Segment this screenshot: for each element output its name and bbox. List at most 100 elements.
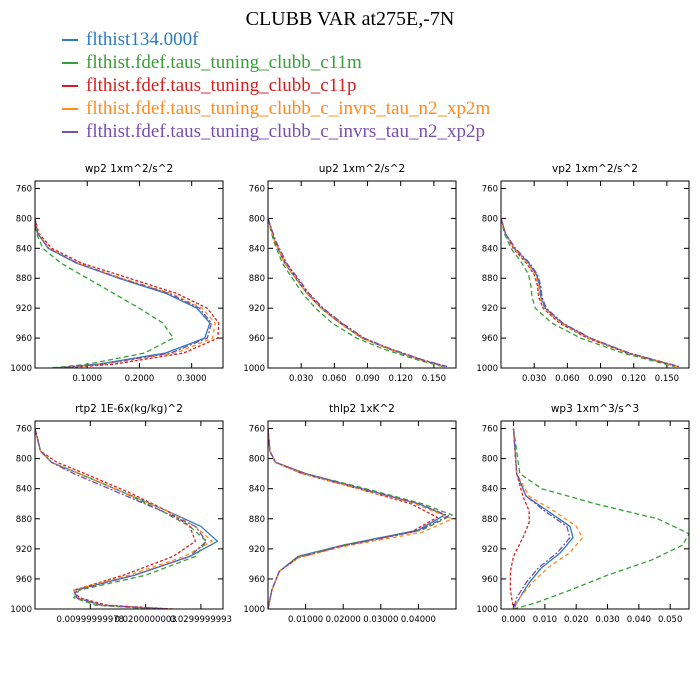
y-tick-label: 800 bbox=[16, 455, 32, 465]
series-line-5 bbox=[35, 428, 208, 609]
subplot-title: rtp2 1E-6x(kg/kg)^2 bbox=[75, 403, 183, 415]
subplot-title: wp2 1xm^2/s^2 bbox=[85, 163, 173, 175]
y-tick-label: 840 bbox=[16, 485, 32, 495]
y-tick-label: 840 bbox=[249, 485, 265, 495]
y-tick-label: 920 bbox=[249, 304, 265, 314]
y-tick-label: 920 bbox=[482, 545, 498, 555]
series-line-1 bbox=[501, 218, 679, 368]
x-tick-label: 0.0299999993 bbox=[170, 615, 232, 625]
x-tick-label: 0.01000 bbox=[288, 615, 323, 625]
y-tick-label: 1000 bbox=[476, 605, 498, 615]
subplot-5: thlp2 1xK^2 760 800 840 880 920 960 1000 0.01000… bbox=[243, 403, 457, 625]
series-line-5 bbox=[512, 428, 571, 609]
y-tick-label: 1000 bbox=[10, 605, 32, 615]
y-tick-label: 760 bbox=[482, 425, 498, 435]
series-line-3 bbox=[501, 218, 677, 368]
legend-swatch bbox=[62, 84, 78, 87]
y-tick-label: 960 bbox=[482, 575, 498, 585]
series-line-4 bbox=[501, 218, 679, 368]
y-tick-label: 880 bbox=[482, 515, 498, 525]
y-tick-label: 760 bbox=[16, 184, 32, 194]
y-tick-label: 800 bbox=[482, 455, 498, 465]
subplot-title: up2 1xm^2/s^2 bbox=[319, 163, 405, 175]
series-line-2 bbox=[35, 218, 175, 368]
x-tick-label: 0.02000 bbox=[326, 615, 361, 625]
subplot-3: vp2 1xm^2/s^2 760 800 840 880 920 960 1000 0.030… bbox=[476, 163, 690, 384]
legend-swatch bbox=[62, 130, 78, 133]
y-tick-label: 880 bbox=[249, 515, 265, 525]
series-line-4 bbox=[512, 428, 584, 609]
y-tick-label: 960 bbox=[16, 334, 32, 344]
series-line-2 bbox=[512, 428, 689, 609]
y-tick-label: 800 bbox=[482, 214, 498, 224]
series-line-3 bbox=[509, 428, 530, 609]
x-tick-label: 0.3000 bbox=[177, 374, 207, 384]
x-tick-label: 0.150 bbox=[422, 374, 446, 384]
series-line-4 bbox=[268, 218, 446, 368]
y-tick-label: 800 bbox=[249, 214, 265, 224]
y-tick-label: 760 bbox=[249, 425, 265, 435]
x-tick-label: 0.03000 bbox=[363, 615, 398, 625]
legend-label: flthist.fdef.taus_tuning_clubb_c_invrs_t… bbox=[86, 97, 491, 119]
series-line-5 bbox=[268, 428, 450, 609]
y-tick-label: 1000 bbox=[476, 364, 498, 374]
legend-label: flthist.fdef.taus_tuning_clubb_c11m bbox=[86, 51, 362, 73]
y-tick-label: 920 bbox=[249, 545, 265, 555]
x-tick-label: 0.0200000003 bbox=[114, 615, 176, 625]
subplot-title: vp2 1xm^2/s^2 bbox=[552, 163, 638, 175]
y-tick-label: 960 bbox=[249, 334, 265, 344]
x-tick-label: 0.1000 bbox=[72, 374, 102, 384]
x-tick-label: 0.050 bbox=[658, 615, 682, 625]
series-line-5 bbox=[501, 218, 680, 368]
legend-item: flthist.fdef.taus_tuning_clubb_c_invrs_t… bbox=[62, 97, 490, 120]
legend-swatch bbox=[62, 61, 78, 64]
y-tick-label: 960 bbox=[249, 575, 265, 585]
y-tick-label: 1000 bbox=[243, 605, 265, 615]
series-line-3 bbox=[35, 428, 197, 609]
legend-swatch bbox=[62, 107, 78, 110]
y-tick-label: 760 bbox=[249, 184, 265, 194]
y-tick-label: 840 bbox=[249, 244, 265, 254]
series-line-3 bbox=[35, 218, 220, 368]
plot-frame bbox=[34, 420, 224, 610]
legend-item: flthist.fdef.taus_tuning_clubb_c11p bbox=[62, 74, 490, 97]
series-line-4 bbox=[268, 428, 453, 609]
legend-label: flthist.fdef.taus_tuning_clubb_c11p bbox=[86, 74, 357, 96]
y-tick-label: 760 bbox=[16, 425, 32, 435]
y-tick-label: 800 bbox=[16, 214, 32, 224]
legend-label: flthist134.000f bbox=[86, 28, 199, 50]
y-tick-label: 800 bbox=[249, 455, 265, 465]
x-tick-label: 0.020 bbox=[564, 615, 588, 625]
x-tick-label: 0.030 bbox=[522, 374, 546, 384]
series-line-2 bbox=[268, 218, 443, 368]
legend-item: flthist.fdef.taus_tuning_clubb_c11m bbox=[62, 51, 490, 74]
series-line-1 bbox=[35, 218, 211, 368]
series-line-1 bbox=[268, 428, 446, 609]
y-tick-label: 880 bbox=[249, 274, 265, 284]
y-tick-label: 840 bbox=[482, 244, 498, 254]
series-line-5 bbox=[268, 218, 448, 368]
legend: flthist134.000f flthist.fdef.taus_tuning… bbox=[62, 28, 490, 143]
subplot-2: up2 1xm^2/s^2 760 800 840 880 920 960 1000 0.030… bbox=[243, 163, 457, 384]
x-tick-label: 0.040 bbox=[627, 615, 651, 625]
x-tick-label: 0.060 bbox=[322, 374, 346, 384]
x-tick-label: 0.030 bbox=[595, 615, 619, 625]
y-tick-label: 1000 bbox=[10, 364, 32, 374]
series-line-1 bbox=[35, 428, 219, 609]
series-line-2 bbox=[35, 428, 208, 609]
subplot-6: wp3 1xm^3/s^3 760 800 840 880 920 960 10000.000… bbox=[476, 403, 690, 625]
plot-frame bbox=[500, 180, 690, 369]
legend-label: flthist.fdef.taus_tuning_clubb_c_invrs_t… bbox=[86, 120, 485, 142]
x-tick-label: 0.060 bbox=[555, 374, 579, 384]
y-tick-label: 840 bbox=[482, 485, 498, 495]
x-tick-label: 0.2000 bbox=[125, 374, 155, 384]
x-tick-label: 0.030 bbox=[289, 374, 313, 384]
plot-frame bbox=[34, 180, 224, 369]
plot-frame bbox=[267, 180, 457, 369]
x-tick-label: 0.090 bbox=[588, 374, 612, 384]
x-tick-label: 0.120 bbox=[389, 374, 413, 384]
y-tick-label: 920 bbox=[16, 304, 32, 314]
series-line-2 bbox=[501, 218, 675, 368]
legend-item: flthist134.000f bbox=[62, 28, 490, 51]
